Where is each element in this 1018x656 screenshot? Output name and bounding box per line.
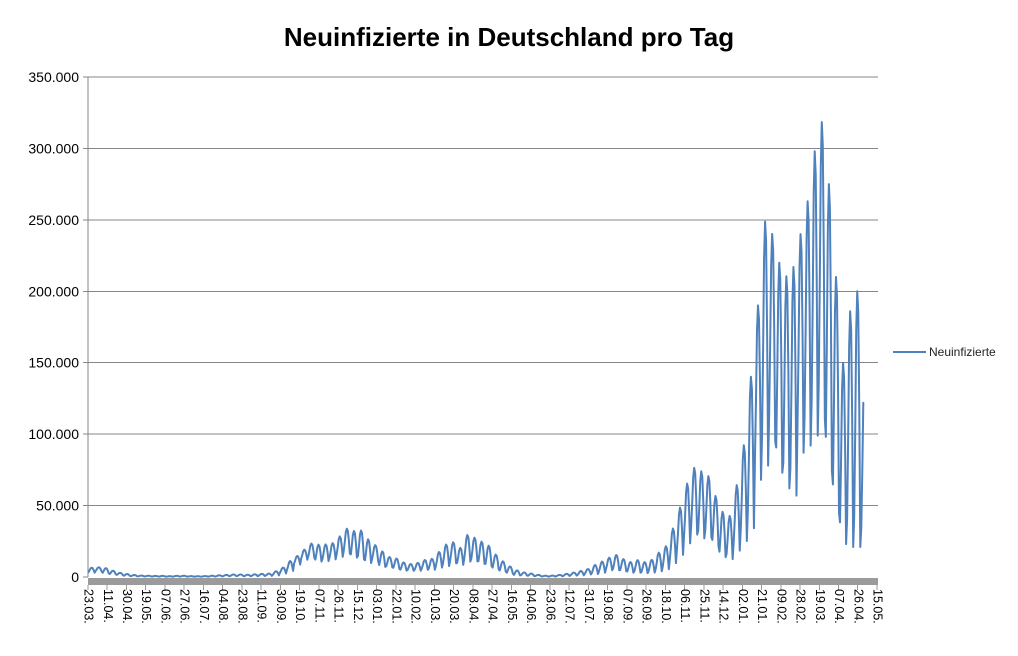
x-axis-tick-label: 26.04. [851,589,865,624]
x-axis-tick-label: 26.11. [332,589,346,623]
y-axis-tick-label: 200.000 [28,283,79,299]
x-axis-tick-label: 21.01. [755,589,769,624]
x-axis-tick-label: 01.03. [428,589,442,624]
y-axis-tick-label: 50.000 [36,498,79,514]
x-axis-tick-label: 30.09. [274,589,288,624]
x-axis-tick-label: 26.09. [640,589,654,624]
legend: Neuinfizierte [893,345,996,359]
x-axis-tick-label: 07.04. [832,589,846,624]
series-line-neuinfizierte [87,121,865,578]
x-axis-tick-label: 25.11. [697,589,711,623]
chart-title: Neuinfizierte in Deutschland pro Tag [283,22,735,52]
x-axis-tick-label: 08.04. [466,589,480,624]
legend-line-sample [893,351,926,353]
x-axis-tick-label: 27.06. [178,589,192,624]
x-axis-tick-label: 06.11. [678,589,692,623]
x-axis-tick-label: 18.10. [659,589,673,624]
x-axis-tick-label: 31.07. [582,589,596,624]
x-axis-tick-label: 03.01. [370,589,384,624]
x-axis-tick-label: 19.10. [293,589,307,624]
x-axis-tick-label: 04.08. [216,589,230,624]
x-axis-tick-label: 22.01. [389,589,403,624]
x-axis-band [88,578,878,585]
x-axis-tick-label: 07.06. [158,589,172,624]
y-axis-tick-label: 350.000 [28,69,79,85]
y-axis-tick-label: 100.000 [28,426,79,442]
x-axis-tick-label: 11.04. [101,589,115,623]
x-axis-tick-label: 12.07. [563,589,577,624]
x-axis-tick-label: 19.08. [601,589,615,624]
x-axis-tick-label: 19.05. [139,589,153,624]
x-axis-tick-label: 04.06. [524,589,538,624]
x-axis-tick-label: 16.05. [505,589,519,624]
x-axis-tick-label: 09.02. [774,589,788,624]
x-axis-tick-label: 15.05. [870,589,884,624]
x-axis-tick-label: 02.01. [736,589,750,624]
x-axis-tick-label: 20.03. [447,589,461,624]
x-axis-tick-label: 28.02. [794,589,808,624]
x-axis-tick-label: 23.03. [82,589,96,624]
x-axis-tick-label: 10.02. [409,589,423,624]
x-axis-tick-label: 07.09. [620,589,634,624]
x-axis-tick-label: 16.07. [197,589,211,624]
x-axis-tick-label: 11.09. [255,589,269,623]
x-axis-tick-label: 07.11. [312,589,326,623]
y-axis-tick-label: 0 [71,569,79,585]
y-axis-tick-label: 150.000 [28,355,79,371]
y-axis-tick-label: 300.000 [28,140,79,156]
x-axis-tick-label: 15.12. [351,589,365,624]
x-axis-tick-label: 23.06. [543,589,557,624]
y-axis-tick-label: 250.000 [28,212,79,228]
x-axis-tick-label: 27.04. [486,589,500,624]
x-axis-tick-label: 14.12. [717,589,731,624]
legend-label: Neuinfizierte [929,345,996,359]
x-axis-tick-label: 30.04. [120,589,134,624]
x-axis-tick-label: 19.03. [813,589,827,624]
x-axis-tick-label: 23.08. [235,589,249,624]
